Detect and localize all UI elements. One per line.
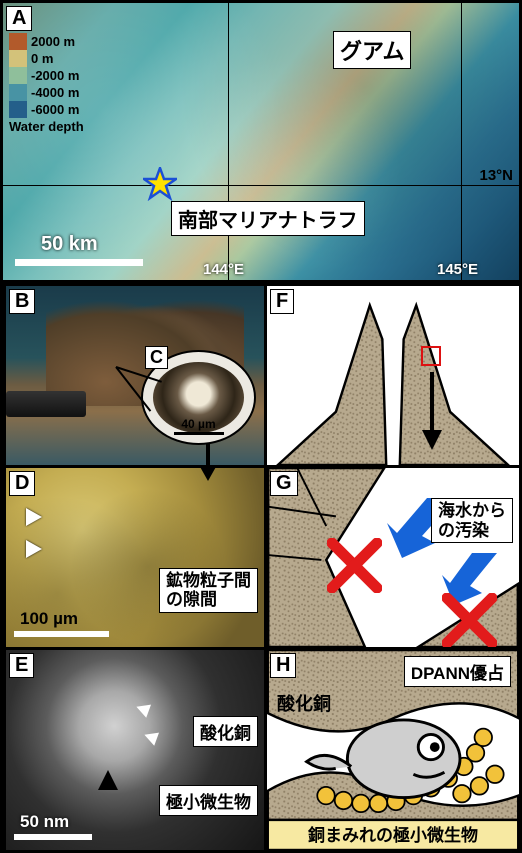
panel-b-label: B <box>9 289 35 314</box>
gridline-13n <box>3 185 519 186</box>
inset-c-scaletext: 40 µm <box>181 417 215 431</box>
scale-text-100um: 100 µm <box>20 609 78 629</box>
legend-swatch <box>9 50 27 67</box>
panel-h-label: H <box>270 653 296 678</box>
arrow-f-to-g <box>417 372 447 452</box>
arrow-c-to-d <box>193 443 223 483</box>
panel-a-label: A <box>6 6 32 31</box>
panel-g-schematic: G 海水から の汚染 <box>264 465 522 650</box>
panel-e-label: E <box>9 653 34 678</box>
figure-root: A 2000 m 0 m -2000 m -4000 m -6000 m Wat… <box>0 0 522 853</box>
legend-swatch <box>9 101 27 118</box>
lat-label: 13°N <box>479 167 513 184</box>
bottom-caption: 銅まみれの極小微生物 <box>267 821 519 846</box>
gridline-145e <box>461 3 462 280</box>
gridline-144e <box>228 3 229 280</box>
panel-b-photo: B 40 µm C <box>3 283 267 468</box>
gap-caption: 鉱物粒子間 の隙間 <box>159 568 258 613</box>
arrow-gap-1 <box>26 508 42 526</box>
legend-swatch <box>9 84 27 101</box>
highlight-box <box>421 346 441 366</box>
panel-h-cartoon: H DPANN優占 酸化銅 銅まみれの極小微生物 <box>264 647 522 853</box>
panel-f-schematic: F <box>264 283 522 468</box>
seawater-caption: 海水から の汚染 <box>431 498 513 543</box>
panel-e-micrograph: E 酸化銅 極小微生物 50 nm <box>3 647 267 853</box>
panel-c-label: C <box>145 346 168 369</box>
legend-swatch <box>9 67 27 84</box>
scale-text-50nm: 50 nm <box>20 812 69 832</box>
sample-site-star <box>143 167 177 201</box>
panel-f-label: F <box>270 289 294 314</box>
lon-145e: 145°E <box>437 261 478 278</box>
cross-1 <box>327 538 382 593</box>
panel-d-micrograph: D 鉱物粒子間 の隙間 100 µm <box>3 465 267 650</box>
scale-bar-50nm <box>14 834 92 840</box>
cross-2 <box>442 593 497 648</box>
legend-label: -2000 m <box>27 68 79 83</box>
arrow-microbe <box>98 770 118 790</box>
scale-text-50km: 50 km <box>41 233 98 256</box>
panel-d-label: D <box>9 471 35 496</box>
oxide-label: 酸化銅 <box>193 716 258 747</box>
panel-g-label: G <box>270 471 298 496</box>
trough-label: 南部マリアナトラフ <box>171 201 365 236</box>
scale-bar-100um <box>14 631 109 637</box>
dpann-badge: DPANN優占 <box>404 656 511 687</box>
inset-c-scalebar <box>174 432 224 435</box>
panel-a-map: A 2000 m 0 m -2000 m -4000 m -6000 m Wat… <box>3 3 519 283</box>
robot-arm <box>6 391 86 417</box>
legend-title: Water depth <box>9 119 84 134</box>
legend-label: 2000 m <box>27 34 75 49</box>
chimney-outline <box>267 286 519 465</box>
scale-bar-50km <box>15 259 143 266</box>
legend-label: -6000 m <box>27 102 79 117</box>
arrow-gap-2 <box>26 540 42 558</box>
legend-label: -4000 m <box>27 85 79 100</box>
microbe-label: 極小微生物 <box>159 785 258 816</box>
guam-label: グアム <box>333 31 411 69</box>
legend-label: 0 m <box>27 51 53 66</box>
depth-legend: 2000 m 0 m -2000 m -4000 m -6000 m Water… <box>9 33 109 135</box>
legend-swatch <box>9 33 27 50</box>
oxide-label-h: 酸化銅 <box>277 690 331 716</box>
lon-144e: 144°E <box>203 261 244 278</box>
